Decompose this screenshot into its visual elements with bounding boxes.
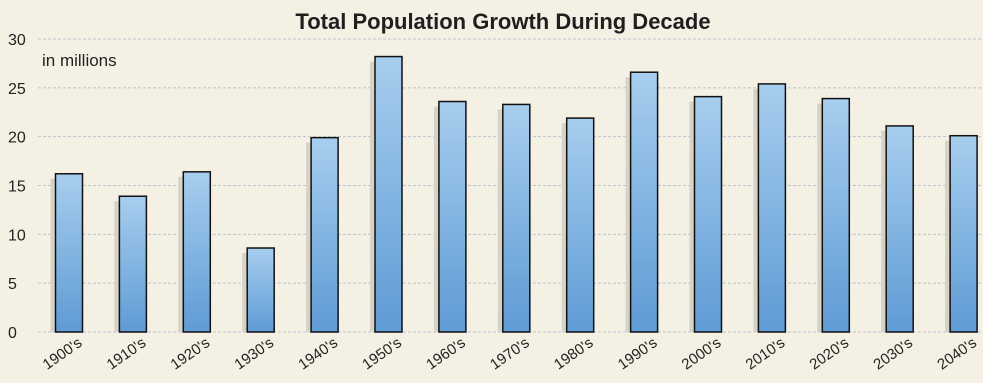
- bar-2020s: [821, 97, 851, 333]
- chart-title: Total Population Growth During Decade: [295, 9, 710, 34]
- x-tick-label: 1950's: [359, 334, 405, 373]
- bar-1950s: [374, 55, 403, 333]
- bar-1970s: [502, 103, 531, 333]
- bars: [50, 55, 978, 333]
- bar-1940s: [310, 136, 339, 333]
- y-tick-label: 30: [8, 32, 26, 49]
- bar-2000s: [693, 95, 723, 333]
- y-tick-label: 15: [8, 179, 26, 196]
- bar-2030s: [885, 125, 914, 333]
- x-tick-label: 1900's: [40, 334, 86, 373]
- x-tick-label: 1970's: [487, 334, 533, 373]
- x-tick-label: 1960's: [423, 334, 469, 373]
- x-tick-label: 1910's: [104, 334, 150, 373]
- x-tick-label: 2000's: [679, 334, 725, 373]
- x-tick-label: 2040's: [934, 334, 980, 373]
- y-tick-label: 0: [8, 325, 17, 342]
- x-axis: 1900's 1910's 1920's 1930's 1940's 1950's 1960…: [40, 334, 980, 373]
- bar-2040s: [949, 134, 978, 333]
- x-tick-label: 1930's: [231, 334, 277, 373]
- x-tick-label: 2010's: [743, 334, 789, 373]
- bar-2010s: [757, 83, 787, 333]
- x-tick-label: 1980's: [551, 334, 597, 373]
- x-tick-label: 1940's: [295, 334, 341, 373]
- bar-1960s: [438, 100, 467, 333]
- y-axis: 0 5 10 15 20 25 30: [8, 32, 26, 342]
- x-tick-label: 2020's: [807, 334, 853, 373]
- y-tick-label: 10: [8, 227, 26, 244]
- y-tick-label: 5: [8, 276, 17, 293]
- unit-label: in millions: [42, 51, 117, 70]
- bar-1920s: [182, 171, 212, 333]
- y-tick-label: 20: [8, 130, 26, 147]
- x-tick-label: 1920's: [168, 334, 214, 373]
- bar-1910s: [118, 195, 148, 333]
- bar-1930s: [246, 247, 275, 333]
- bar-1900s: [54, 173, 84, 333]
- x-tick-label: 2030's: [870, 334, 916, 373]
- y-tick-label: 25: [8, 81, 26, 98]
- bar-1980s: [565, 117, 595, 333]
- bar-1990s: [629, 71, 659, 333]
- x-tick-label: 1990's: [615, 334, 661, 373]
